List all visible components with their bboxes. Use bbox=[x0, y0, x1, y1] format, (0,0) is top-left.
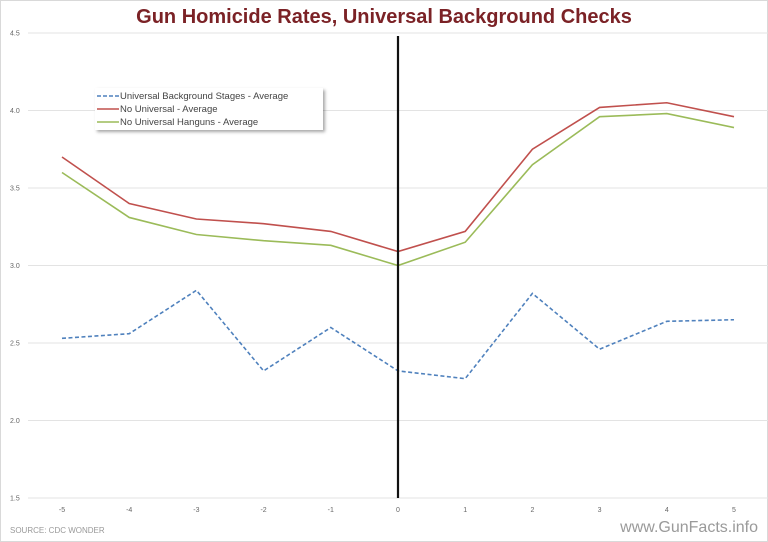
x-tick-label: 0 bbox=[396, 507, 400, 514]
legend-swatch bbox=[97, 108, 119, 110]
chart-title: Gun Homicide Rates, Universal Background… bbox=[136, 6, 632, 28]
legend-swatch bbox=[97, 121, 119, 123]
legend-label: No Universal Hanguns - Average bbox=[120, 116, 259, 128]
x-tick-label: 4 bbox=[665, 507, 669, 514]
y-tick-label: 4.5 bbox=[10, 31, 20, 38]
x-tick-label: 5 bbox=[732, 507, 736, 514]
x-tick-label: -1 bbox=[328, 507, 334, 514]
x-tick-label: -4 bbox=[126, 507, 132, 514]
x-tick-label: 3 bbox=[598, 507, 602, 514]
x-tick-label: -5 bbox=[59, 507, 65, 514]
x-tick-label: -3 bbox=[193, 507, 199, 514]
y-tick-label: 2.0 bbox=[10, 418, 20, 425]
legend-label: Universal Background Stages - Average bbox=[120, 90, 289, 102]
legend-item: No Universal - Average bbox=[95, 102, 218, 116]
y-tick-label: 1.5 bbox=[10, 496, 20, 503]
y-tick-label: 3.0 bbox=[10, 263, 20, 270]
x-tick-label: 2 bbox=[530, 507, 534, 514]
brand-watermark: www.GunFacts.info bbox=[620, 519, 758, 536]
x-tick-label: -2 bbox=[260, 507, 266, 514]
y-tick-label: 2.5 bbox=[10, 341, 20, 348]
legend-swatch bbox=[97, 95, 119, 97]
y-tick-label: 3.5 bbox=[10, 186, 20, 193]
y-tick-label: 4.0 bbox=[10, 108, 20, 115]
legend-label: No Universal - Average bbox=[120, 103, 218, 115]
legend-item: Universal Background Stages - Average bbox=[95, 89, 288, 103]
legend-item: No Universal Hanguns - Average bbox=[95, 115, 258, 129]
legend: Universal Background Stages - Average No… bbox=[95, 88, 323, 130]
x-tick-label: 1 bbox=[463, 507, 467, 514]
source-note: SOURCE: CDC WONDER bbox=[10, 526, 105, 535]
